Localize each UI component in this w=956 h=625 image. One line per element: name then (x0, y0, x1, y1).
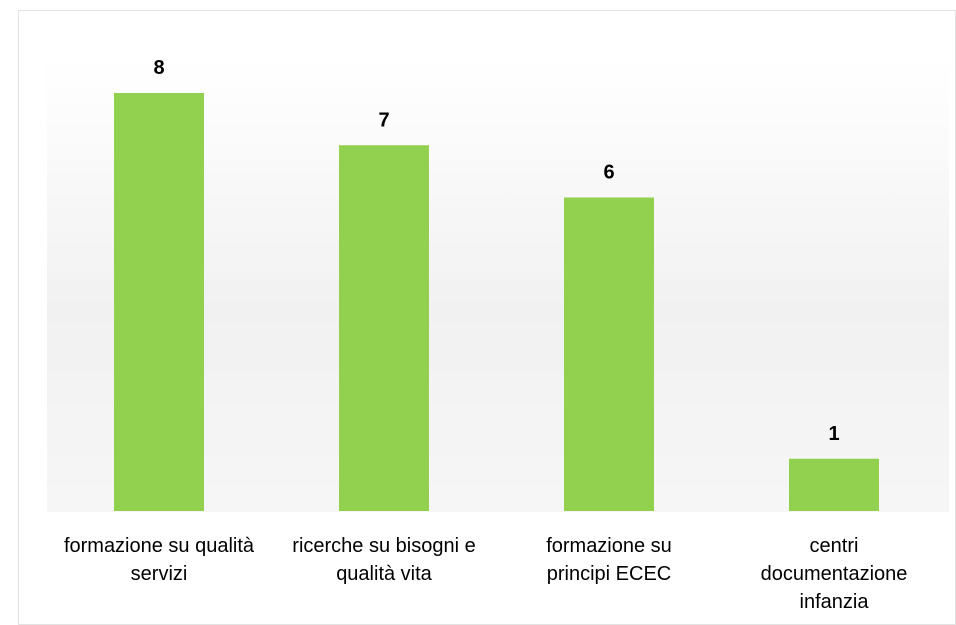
bar-3 (564, 197, 654, 511)
category-label-line: servizi (131, 563, 188, 585)
category-label-line: ricerche su bisogni e (292, 535, 475, 557)
data-label-4: 1 (828, 423, 839, 445)
category-label-2: ricerche su bisogni e qualità vita (292, 535, 475, 585)
category-label-line: documentazione (761, 563, 908, 585)
category-label-1: formazione su qualità servizi (64, 535, 255, 585)
data-label-3: 6 (603, 162, 614, 184)
data-label-2: 7 (378, 109, 389, 131)
data-label-1: 8 (153, 57, 164, 79)
category-label-line: qualità vita (336, 563, 432, 585)
category-label-4: centri documentazione infanzia (761, 535, 908, 613)
category-label-line: formazione su (546, 535, 672, 557)
bar-2 (339, 145, 429, 511)
bar-4 (789, 458, 879, 511)
category-label-line: infanzia (800, 591, 870, 613)
category-label-line: formazione su qualità (64, 535, 255, 557)
category-label-3: formazione su principi ECEC (546, 535, 672, 585)
bar-1 (114, 93, 204, 511)
category-label-line: centri (810, 535, 859, 557)
category-label-line: principi ECEC (547, 563, 671, 585)
